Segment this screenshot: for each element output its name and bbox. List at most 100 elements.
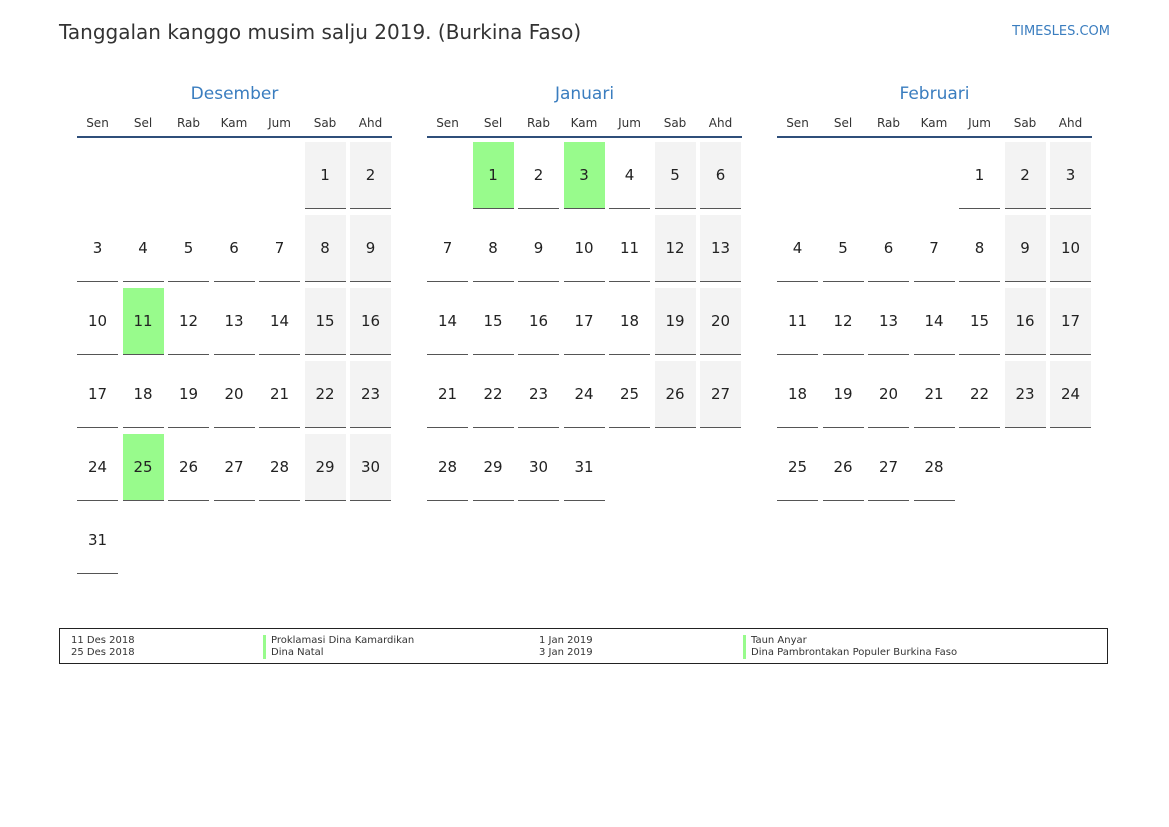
day-cell: 2 — [350, 142, 391, 209]
day-cell: 10 — [563, 215, 605, 282]
day-cell: 22 — [959, 361, 1000, 428]
day-cell: 25 — [609, 361, 650, 428]
day-cell: 6 — [868, 215, 909, 282]
day-cell: 31 — [563, 434, 605, 501]
empty-cell — [914, 142, 955, 209]
page-title: Tanggalan kanggo musim salju 2019. (Burk… — [59, 20, 582, 44]
day-grid: 1 2 3 4 5 6 7 8 9 10 11 12 13 14 15 16 17 18 19 20 21 22 23 24 2… — [427, 142, 742, 501]
empty-cell — [427, 142, 468, 209]
day-cell: 22 — [304, 361, 346, 428]
empty-cell — [123, 142, 164, 209]
weekday-label: Sen — [786, 116, 809, 130]
day-cell: 23 — [1004, 361, 1046, 428]
legend-holiday-name: Dina Pambrontakan Populer Burkina Faso — [743, 647, 957, 659]
weekday-label: Sab — [1013, 116, 1037, 130]
legend-dates-col-2: 1 Jan 2019 3 Jan 2019 — [539, 635, 593, 659]
day-cell: 18 — [609, 288, 650, 355]
day-cell: 18 — [122, 361, 164, 428]
day-cell: 12 — [654, 215, 696, 282]
weekday-label: Sel — [483, 116, 503, 130]
day-cell: 10 — [77, 288, 118, 355]
day-grid: 1 2 3 4 5 6 7 8 9 10 11 12 13 14 15 16 17 18 19 20 21 22 23 24 2… — [777, 142, 1092, 501]
weekday-label: Kam — [570, 116, 598, 130]
holiday-day-cell: 3 — [563, 142, 605, 209]
day-cell: 13 — [868, 288, 909, 355]
day-cell: 20 — [700, 288, 741, 355]
day-cell: 16 — [350, 288, 391, 355]
day-cell: 3 — [77, 215, 118, 282]
empty-cell — [259, 142, 300, 209]
day-cell: 25 — [777, 434, 818, 501]
legend-holiday-name: Proklamasi Dina Kamardikan — [263, 635, 414, 647]
weekday-header: Sen Sel Rab Kam Jum Sab Ahd — [77, 116, 392, 138]
weekday-header: Sen Sel Rab Kam Jum Sab Ahd — [427, 116, 742, 138]
empty-cell — [868, 142, 909, 209]
day-cell: 28 — [427, 434, 468, 501]
weekday-label: Rab — [526, 116, 551, 130]
month-calendar: Januari Sen Sel Rab Kam Jum Sab Ahd 1 2 3 4 5 6 7 8 9 10 1… — [427, 82, 742, 501]
holiday-day-cell: 11 — [122, 288, 164, 355]
day-cell: 8 — [304, 215, 346, 282]
day-cell: 14 — [913, 288, 955, 355]
weekday-label: Sab — [663, 116, 687, 130]
day-cell: 16 — [518, 288, 559, 355]
legend-holiday-name: Taun Anyar — [743, 635, 957, 647]
day-cell: 8 — [959, 215, 1000, 282]
day-cell: 17 — [1050, 288, 1091, 355]
day-cell: 18 — [777, 361, 818, 428]
day-cell: 29 — [304, 434, 346, 501]
weekday-label: Ahd — [1058, 116, 1083, 130]
day-cell: 6 — [213, 215, 255, 282]
day-cell: 20 — [213, 361, 255, 428]
day-grid: 1 2 3 4 5 6 7 8 9 10 11 12 13 14 15 16 17 18 19 20 21 22 23 24 2… — [77, 142, 392, 574]
weekday-label: Sel — [133, 116, 153, 130]
day-cell: 5 — [168, 215, 209, 282]
day-cell: 22 — [472, 361, 514, 428]
site-link[interactable]: TIMESLES.COM — [1012, 24, 1110, 39]
day-cell: 14 — [427, 288, 468, 355]
day-cell: 12 — [822, 288, 864, 355]
day-cell: 26 — [654, 361, 696, 428]
legend-date: 11 Des 2018 — [71, 635, 135, 646]
day-cell: 5 — [822, 215, 864, 282]
weekday-label: Kam — [220, 116, 248, 130]
legend-holiday-name: Dina Natal — [263, 647, 414, 659]
day-cell: 2 — [1004, 142, 1046, 209]
day-cell: 20 — [868, 361, 909, 428]
day-cell: 8 — [472, 215, 514, 282]
weekday-label: Kam — [920, 116, 948, 130]
day-cell: 24 — [77, 434, 118, 501]
weekday-label: Sab — [313, 116, 337, 130]
legend-date: 1 Jan 2019 — [539, 635, 593, 646]
weekday-label: Sen — [86, 116, 109, 130]
day-cell: 17 — [563, 288, 605, 355]
weekday-header: Sen Sel Rab Kam Jum Sab Ahd — [777, 116, 1092, 138]
empty-cell — [168, 142, 209, 209]
day-cell: 19 — [822, 361, 864, 428]
day-cell: 2 — [518, 142, 559, 209]
day-cell: 27 — [868, 434, 909, 501]
day-cell: 28 — [259, 434, 300, 501]
month-name: Januari — [554, 84, 615, 104]
day-cell: 19 — [654, 288, 696, 355]
day-cell: 6 — [700, 142, 741, 209]
weekday-label: Sen — [436, 116, 459, 130]
day-cell: 7 — [427, 215, 468, 282]
month-calendar: Desember Sen Sel Rab Kam Jum Sab Ahd 1 2 3 4 5 6 7 8 9 10… — [77, 82, 392, 574]
day-cell: 21 — [913, 361, 955, 428]
weekday-label: Rab — [876, 116, 901, 130]
day-cell: 28 — [913, 434, 955, 501]
holiday-day-cell: 25 — [122, 434, 164, 501]
holiday-legend: 11 Des 2018 25 Des 2018 Proklamasi Dina … — [59, 628, 1108, 664]
weekday-label: Jum — [968, 116, 991, 130]
day-cell: 21 — [427, 361, 468, 428]
day-cell: 3 — [1050, 142, 1091, 209]
day-cell: 27 — [700, 361, 741, 428]
day-cell: 7 — [913, 215, 955, 282]
day-cell: 23 — [518, 361, 559, 428]
day-cell: 23 — [350, 361, 391, 428]
weekday-label: Ahd — [358, 116, 383, 130]
day-cell: 9 — [350, 215, 391, 282]
legend-date: 3 Jan 2019 — [539, 647, 593, 658]
day-cell: 24 — [563, 361, 605, 428]
